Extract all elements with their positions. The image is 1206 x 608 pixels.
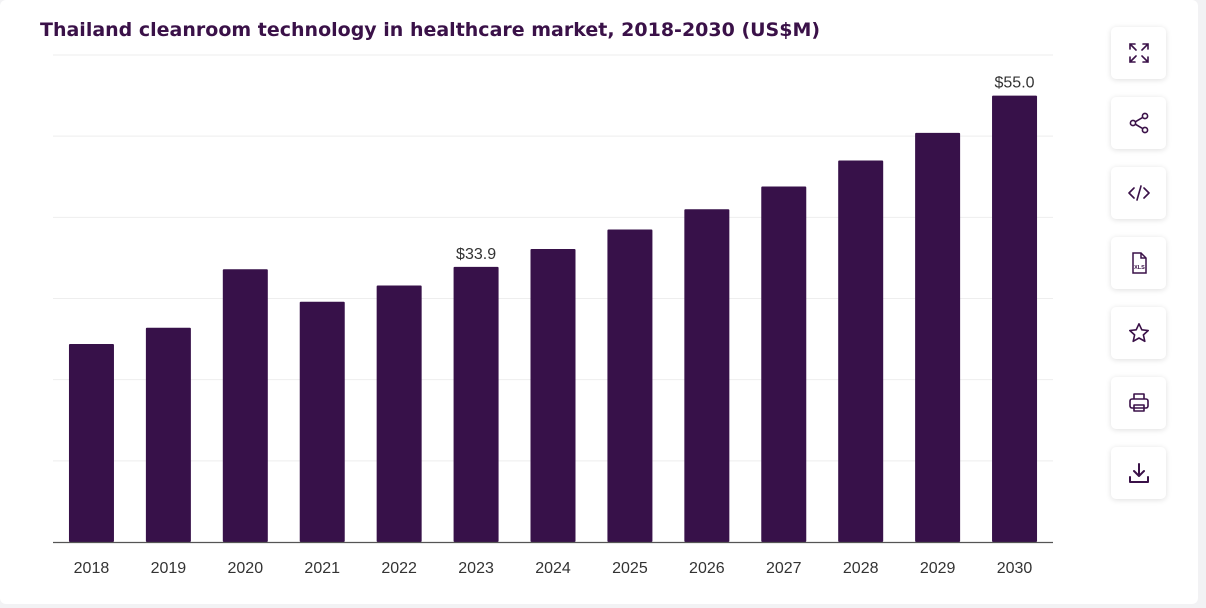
print-button[interactable] [1111,377,1166,429]
x-tick-label-2028: 2028 [843,560,879,577]
share-icon [1129,112,1148,134]
x-tick-label-2021: 2021 [304,560,340,577]
x-tick-label-2030: 2030 [997,560,1033,577]
x-tick-label-2025: 2025 [612,560,648,577]
bar-2021 [299,301,345,542]
x-tick-label-2022: 2022 [381,560,417,577]
bar-2018 [68,343,114,542]
bar-2025 [607,229,653,542]
bar-2020 [222,269,268,542]
bar-2022 [376,285,422,542]
printer-icon [1128,393,1149,412]
share-button[interactable] [1111,97,1166,149]
x-tick-label-2019: 2019 [151,560,187,577]
bar-2023 [453,266,499,542]
star-icon [1128,323,1149,343]
x-tick-label-2023: 2023 [458,560,494,577]
chart-title: Thailand cleanroom technology in healthc… [40,19,821,41]
x-tick-label-2024: 2024 [535,560,571,577]
xls-button[interactable]: XLS [1111,237,1166,289]
xls-file-icon: XLS [1131,252,1147,274]
code-icon [1127,185,1150,201]
bar-2026 [684,209,730,542]
bar-2029 [915,132,961,543]
bar-2027 [761,186,807,543]
data-label-2030: $55.0 [995,75,1035,92]
x-tick-label-2020: 2020 [228,560,264,577]
bar-2030 [992,95,1038,542]
embed-button[interactable] [1111,167,1166,219]
download-button[interactable] [1111,447,1166,499]
expand-icon [1128,43,1149,63]
favorite-button[interactable] [1111,307,1166,359]
data-label-2023: $33.9 [456,246,496,263]
bar-chart: 2018 2019 2020 2021 2022 2023 2024 2025 2026 2027… [53,54,1053,577]
expand-button[interactable] [1111,27,1166,79]
bar-2019 [145,327,191,542]
x-tick-label-2026: 2026 [689,560,725,577]
bar-2024 [530,248,576,542]
download-icon [1128,463,1149,483]
x-tick-label-2029: 2029 [920,560,956,577]
x-tick-label-2018: 2018 [74,560,110,577]
x-tick-label-2027: 2027 [766,560,802,577]
bar-2028 [838,160,884,542]
xls-label: XLS [1134,265,1145,271]
